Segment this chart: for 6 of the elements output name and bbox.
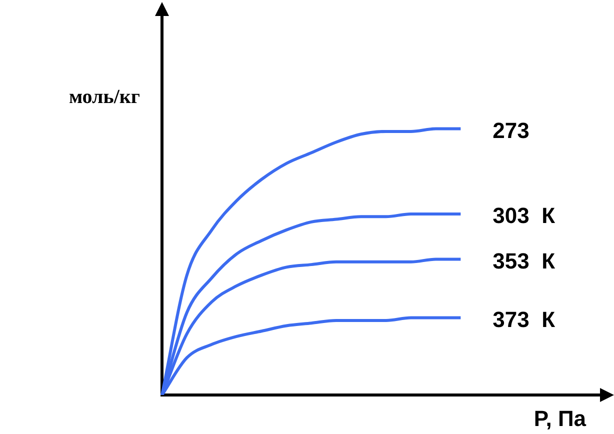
series-label: 273 bbox=[492, 118, 530, 143]
x-axis-title: P, Па bbox=[534, 406, 587, 432]
series-label: 303 К bbox=[492, 203, 556, 228]
series-label: 373 К bbox=[492, 306, 556, 332]
y-axis-title: моль/кг bbox=[68, 86, 140, 108]
series-label: 353 К bbox=[492, 248, 556, 274]
